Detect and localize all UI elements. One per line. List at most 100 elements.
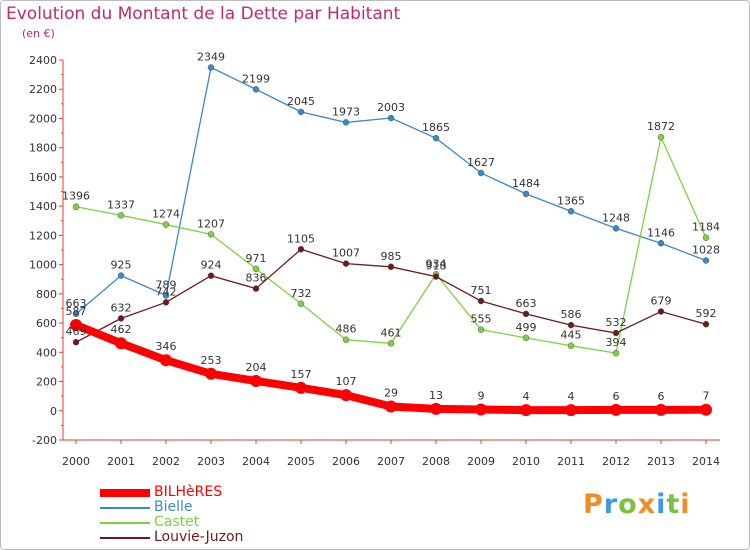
data-label: 1396 bbox=[62, 190, 90, 203]
data-label: 934 bbox=[426, 257, 447, 270]
data-label: 1184 bbox=[692, 221, 720, 234]
data-point bbox=[387, 340, 395, 347]
data-point bbox=[657, 308, 665, 315]
data-point bbox=[700, 403, 712, 416]
legend-item: BILHèRES bbox=[100, 485, 243, 500]
data-point bbox=[297, 108, 305, 116]
data-label: 499 bbox=[516, 321, 537, 334]
y-tick-label: 2200 bbox=[29, 83, 57, 96]
data-point bbox=[342, 336, 350, 343]
data-point bbox=[252, 86, 260, 93]
logo-letter: r bbox=[603, 489, 619, 520]
data-label: 2199 bbox=[242, 72, 270, 85]
y-tick-label: 400 bbox=[36, 346, 57, 359]
data-point bbox=[565, 404, 577, 417]
data-point bbox=[702, 234, 710, 241]
data-label: 632 bbox=[111, 301, 132, 314]
y-tick-label: -200 bbox=[32, 434, 57, 447]
data-label: 918 bbox=[426, 260, 447, 273]
chart-axes: -200 0 200 400 600 800 1000 1200 1400 1600 1800 200… bbox=[29, 54, 720, 468]
chart-unit-label: (en €) bbox=[22, 27, 55, 40]
data-label: 2003 bbox=[377, 101, 405, 114]
data-label: 6 bbox=[658, 390, 665, 403]
data-label: 1627 bbox=[467, 156, 495, 169]
chart-title: Evolution du Montant de la Dette par Hab… bbox=[6, 4, 401, 24]
y-tick-label: 1200 bbox=[29, 229, 57, 242]
data-point bbox=[387, 114, 395, 122]
data-point bbox=[432, 273, 440, 280]
data-label: 555 bbox=[471, 313, 492, 326]
x-tick-label: 2000 bbox=[62, 455, 90, 468]
data-label: 1207 bbox=[197, 217, 225, 230]
data-label: 6 bbox=[613, 390, 620, 403]
data-point bbox=[207, 272, 215, 279]
x-tick-label: 2005 bbox=[287, 455, 315, 468]
data-point bbox=[297, 246, 305, 253]
data-label: 1365 bbox=[557, 194, 585, 207]
data-label: 971 bbox=[246, 252, 267, 265]
data-point bbox=[72, 203, 80, 210]
data-point bbox=[72, 310, 80, 318]
data-point bbox=[522, 334, 530, 342]
data-label: 2045 bbox=[287, 95, 315, 108]
data-label: 469 bbox=[66, 325, 87, 338]
data-label: 1872 bbox=[647, 120, 675, 133]
data-label: 1146 bbox=[647, 226, 675, 239]
data-label: 679 bbox=[651, 295, 672, 308]
data-point bbox=[387, 263, 395, 271]
data-label: 592 bbox=[696, 307, 717, 320]
y-tick-label: 600 bbox=[36, 317, 57, 330]
logo-letter: o bbox=[618, 489, 638, 520]
data-point bbox=[162, 292, 170, 299]
chart-data-labels: 663 925 789 2349 2199 2045 1973 2003 1865 1627 148… bbox=[62, 50, 720, 403]
data-label: 663 bbox=[516, 297, 537, 310]
data-point bbox=[72, 338, 80, 346]
y-tick-label: 1800 bbox=[29, 142, 57, 155]
data-label: 924 bbox=[201, 259, 222, 272]
data-point bbox=[612, 349, 620, 357]
data-label: 2349 bbox=[197, 50, 225, 63]
data-label: 663 bbox=[66, 297, 87, 310]
data-point bbox=[567, 208, 575, 215]
data-label: 1105 bbox=[287, 232, 315, 245]
data-point bbox=[207, 231, 215, 238]
data-point bbox=[117, 315, 125, 322]
data-label: 4 bbox=[523, 390, 530, 403]
data-label: 29 bbox=[384, 387, 398, 400]
data-point bbox=[567, 321, 575, 329]
data-label: 1973 bbox=[332, 105, 360, 118]
data-point bbox=[295, 381, 307, 394]
data-label: 1484 bbox=[512, 177, 540, 190]
y-tick-label: 1600 bbox=[29, 171, 57, 184]
proxiti-logo: Proxiti bbox=[583, 489, 691, 520]
y-tick-label: 800 bbox=[36, 288, 57, 301]
data-point bbox=[70, 318, 82, 331]
data-label: 751 bbox=[471, 284, 492, 297]
x-tick-label: 2001 bbox=[107, 455, 135, 468]
data-point bbox=[252, 265, 260, 273]
data-label: 1248 bbox=[602, 211, 630, 224]
data-point bbox=[612, 329, 620, 337]
data-point bbox=[250, 374, 262, 387]
legend-label: Castet bbox=[154, 514, 200, 530]
data-label: 742 bbox=[156, 285, 177, 298]
legend-swatch bbox=[100, 536, 150, 539]
data-label: 157 bbox=[291, 368, 312, 381]
data-point bbox=[657, 133, 665, 141]
data-label: 346 bbox=[156, 340, 177, 353]
x-tick-label: 2010 bbox=[512, 455, 540, 468]
data-point bbox=[702, 320, 710, 328]
data-label: 532 bbox=[606, 316, 627, 329]
logo-letter: x bbox=[637, 489, 657, 520]
data-point bbox=[162, 299, 170, 306]
x-tick-label: 2012 bbox=[602, 455, 630, 468]
x-tick-label: 2007 bbox=[377, 455, 405, 468]
data-label: 204 bbox=[246, 361, 267, 374]
y-tick-label: 2000 bbox=[29, 112, 57, 125]
x-tick-label: 2006 bbox=[332, 455, 360, 468]
data-label: 925 bbox=[111, 259, 132, 272]
x-tick-label: 2011 bbox=[557, 455, 585, 468]
data-label: 1274 bbox=[152, 208, 180, 221]
legend-item: Louvie-Juzon bbox=[100, 530, 243, 545]
